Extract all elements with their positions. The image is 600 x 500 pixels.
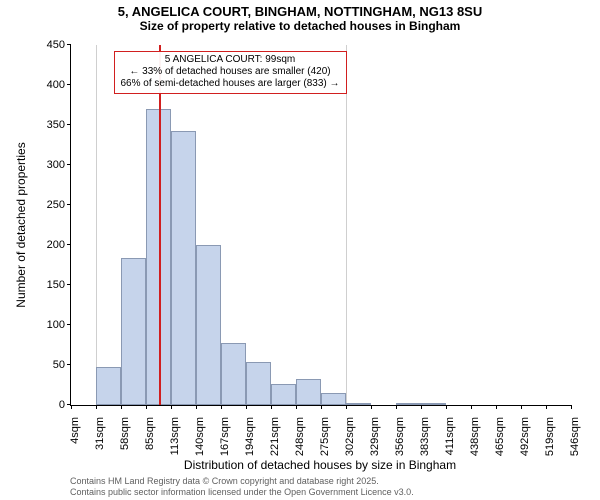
y-tick-mark xyxy=(67,204,71,205)
x-tick-label: 302sqm xyxy=(344,417,356,456)
y-tick-label: 400 xyxy=(47,79,65,91)
x-tick-mark xyxy=(546,405,547,409)
y-tick-label: 450 xyxy=(47,39,65,51)
histogram-bar xyxy=(96,367,121,405)
x-tick-label: 31sqm xyxy=(94,417,106,450)
x-tick-mark xyxy=(221,405,222,409)
x-tick-label: 329sqm xyxy=(369,417,381,456)
x-tick-label: 194sqm xyxy=(244,417,256,456)
histogram-bar xyxy=(396,403,421,405)
x-tick-label: 167sqm xyxy=(219,417,231,456)
x-tick-label: 356sqm xyxy=(394,417,406,456)
x-tick-label: 519sqm xyxy=(544,417,556,456)
footer-line-2: Contains public sector information licen… xyxy=(70,487,414,498)
histogram-bar xyxy=(171,131,196,405)
annotation-box: 5 ANGELICA COURT: 99sqm← 33% of detached… xyxy=(114,51,347,94)
x-tick-mark xyxy=(71,405,72,409)
footer-line-1: Contains HM Land Registry data © Crown c… xyxy=(70,476,414,487)
y-tick-label: 150 xyxy=(47,279,65,291)
x-tick-label: 465sqm xyxy=(494,417,506,456)
x-tick-label: 221sqm xyxy=(269,417,281,456)
x-tick-mark xyxy=(246,405,247,409)
x-tick-mark xyxy=(521,405,522,409)
x-tick-label: 140sqm xyxy=(194,417,206,456)
x-tick-mark xyxy=(321,405,322,409)
histogram-bar xyxy=(321,393,346,405)
x-tick-mark xyxy=(271,405,272,409)
y-tick-label: 250 xyxy=(47,199,65,211)
page-title: 5, ANGELICA COURT, BINGHAM, NOTTINGHAM, … xyxy=(0,4,600,19)
annotation-line: ← 33% of detached houses are smaller (42… xyxy=(121,66,340,78)
x-tick-label: 438sqm xyxy=(469,417,481,456)
y-tick-mark xyxy=(67,164,71,165)
x-tick-mark xyxy=(371,405,372,409)
x-tick-label: 546sqm xyxy=(569,417,581,456)
x-tick-mark xyxy=(146,405,147,409)
y-tick-label: 300 xyxy=(47,159,65,171)
y-tick-mark xyxy=(67,44,71,45)
y-tick-mark xyxy=(67,124,71,125)
footer-attribution: Contains HM Land Registry data © Crown c… xyxy=(70,476,414,498)
page-subtitle: Size of property relative to detached ho… xyxy=(0,19,600,33)
x-tick-mark xyxy=(346,405,347,409)
x-tick-mark xyxy=(421,405,422,409)
y-tick-label: 100 xyxy=(47,319,65,331)
gridline xyxy=(96,45,97,405)
x-tick-mark xyxy=(96,405,97,409)
x-tick-label: 492sqm xyxy=(519,417,531,456)
histogram-bar xyxy=(296,379,321,405)
x-tick-mark xyxy=(196,405,197,409)
y-tick-label: 0 xyxy=(59,399,65,411)
x-tick-label: 4sqm xyxy=(69,417,81,444)
y-tick-mark xyxy=(67,84,71,85)
y-tick-mark xyxy=(67,364,71,365)
y-tick-label: 200 xyxy=(47,239,65,251)
x-tick-mark xyxy=(396,405,397,409)
x-tick-label: 113sqm xyxy=(169,417,181,455)
x-tick-label: 411sqm xyxy=(444,417,456,455)
histogram-bar xyxy=(246,362,271,405)
y-tick-mark xyxy=(67,244,71,245)
x-tick-mark xyxy=(121,405,122,409)
gridline xyxy=(346,45,347,405)
histogram-bar xyxy=(121,258,146,405)
x-tick-mark xyxy=(171,405,172,409)
x-tick-mark xyxy=(571,405,572,409)
x-tick-mark xyxy=(471,405,472,409)
annotation-line: 66% of semi-detached houses are larger (… xyxy=(121,78,340,90)
histogram-bar xyxy=(346,403,371,405)
x-tick-mark xyxy=(446,405,447,409)
y-tick-label: 50 xyxy=(53,359,65,371)
histogram-bar xyxy=(421,403,446,405)
histogram-bar xyxy=(271,384,296,405)
x-tick-label: 58sqm xyxy=(119,417,131,450)
x-tick-label: 85sqm xyxy=(144,417,156,450)
x-tick-mark xyxy=(496,405,497,409)
histogram-bar xyxy=(196,245,221,405)
histogram-plot: 0501001502002503003504004504sqm31sqm58sq… xyxy=(70,45,571,406)
x-axis-label: Distribution of detached houses by size … xyxy=(70,458,570,472)
annotation-line: 5 ANGELICA COURT: 99sqm xyxy=(121,54,340,66)
y-tick-mark xyxy=(67,324,71,325)
x-tick-label: 383sqm xyxy=(419,417,431,456)
y-axis-label: Number of detached properties xyxy=(14,142,28,307)
x-tick-mark xyxy=(296,405,297,409)
y-tick-mark xyxy=(67,284,71,285)
x-tick-label: 275sqm xyxy=(319,417,331,456)
histogram-bar xyxy=(221,343,246,405)
marker-line xyxy=(159,45,161,405)
x-tick-label: 248sqm xyxy=(294,417,306,456)
y-tick-label: 350 xyxy=(47,119,65,131)
